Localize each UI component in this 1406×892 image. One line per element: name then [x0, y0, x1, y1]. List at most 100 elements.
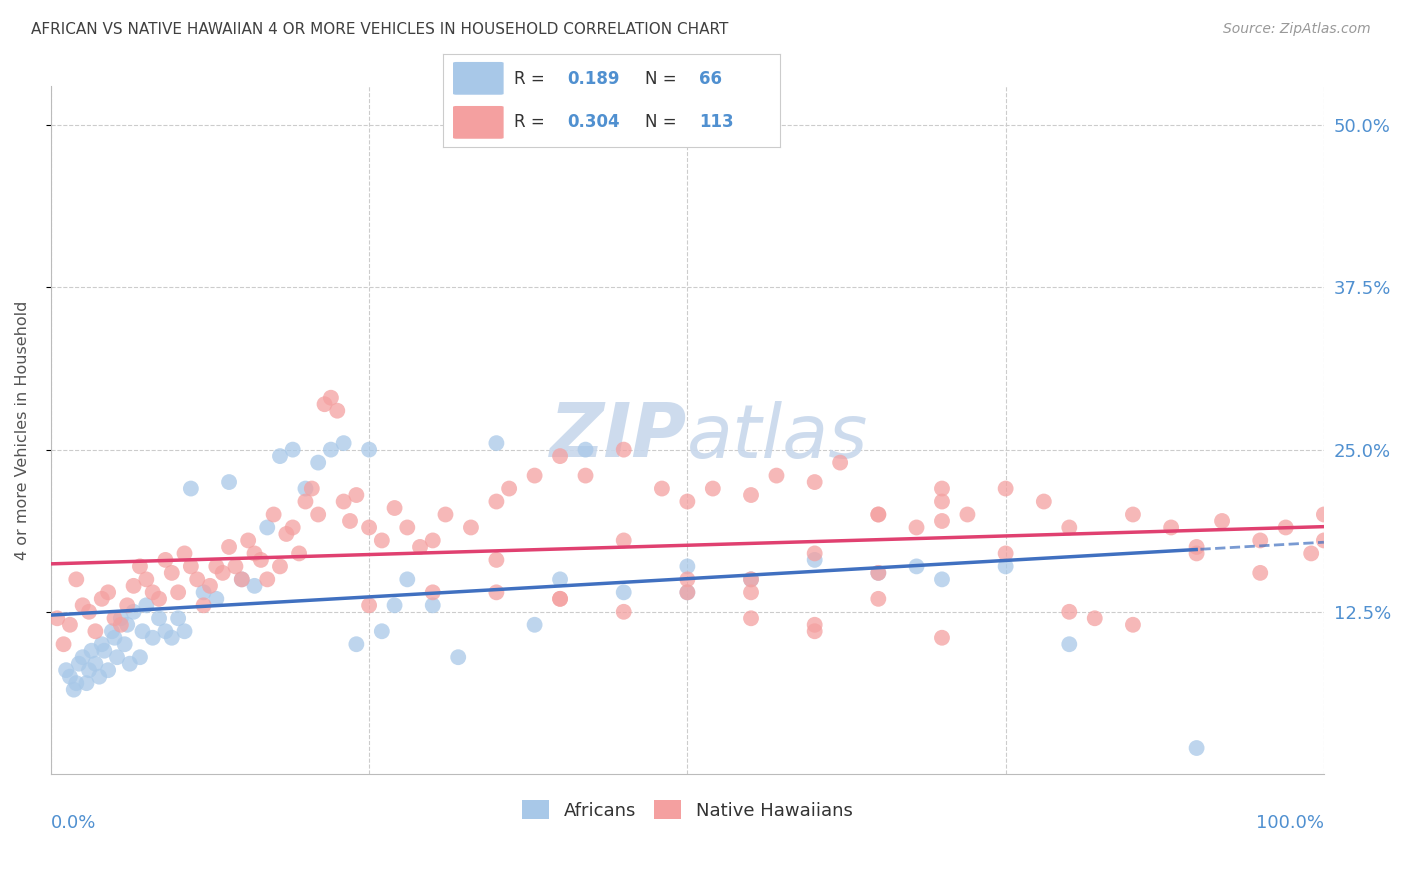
- Point: [198, 579, 221, 593]
- Point: [307, 508, 329, 522]
- Point: [89, 670, 111, 684]
- Point: [613, 585, 636, 599]
- Point: [434, 508, 457, 522]
- Point: [384, 599, 406, 613]
- Text: atlas: atlas: [688, 401, 869, 473]
- Point: [485, 553, 508, 567]
- Point: [1211, 514, 1233, 528]
- Point: [830, 456, 852, 470]
- Point: [319, 442, 342, 457]
- Point: [548, 573, 571, 587]
- Point: [90, 591, 112, 606]
- Point: [498, 482, 520, 496]
- Point: [1032, 494, 1054, 508]
- Point: [1274, 520, 1296, 534]
- Point: [422, 585, 444, 599]
- Point: [332, 494, 354, 508]
- Point: [931, 482, 953, 496]
- Text: 0.189: 0.189: [568, 70, 620, 87]
- Point: [740, 488, 762, 502]
- Point: [905, 520, 928, 534]
- Point: [142, 585, 165, 599]
- Point: [67, 657, 90, 671]
- Point: [52, 637, 75, 651]
- Point: [231, 573, 253, 587]
- Point: [155, 553, 177, 567]
- Point: [55, 663, 77, 677]
- Point: [1313, 533, 1336, 548]
- Point: [218, 475, 240, 489]
- Point: [422, 599, 444, 613]
- Point: [103, 611, 125, 625]
- Point: [77, 663, 100, 677]
- Point: [702, 482, 724, 496]
- Point: [651, 482, 673, 496]
- Point: [359, 599, 381, 613]
- Point: [93, 644, 115, 658]
- Point: [115, 599, 138, 613]
- Point: [326, 403, 349, 417]
- Point: [371, 624, 394, 639]
- Point: [65, 676, 87, 690]
- Point: [263, 508, 285, 522]
- Point: [1122, 617, 1144, 632]
- Point: [193, 585, 215, 599]
- Point: [740, 573, 762, 587]
- Y-axis label: 4 or more Vehicles in Household: 4 or more Vehicles in Household: [15, 301, 30, 560]
- Point: [1059, 605, 1081, 619]
- Point: [65, 573, 87, 587]
- Point: [676, 559, 699, 574]
- Point: [868, 566, 890, 580]
- Point: [994, 482, 1017, 496]
- Point: [765, 468, 787, 483]
- Point: [1084, 611, 1107, 625]
- Point: [523, 468, 546, 483]
- Point: [269, 559, 291, 574]
- Point: [211, 566, 233, 580]
- Text: R =: R =: [513, 70, 550, 87]
- Point: [931, 631, 953, 645]
- Point: [1185, 741, 1208, 756]
- Point: [148, 591, 170, 606]
- Point: [371, 533, 394, 548]
- Point: [359, 442, 381, 457]
- Point: [193, 599, 215, 613]
- Point: [155, 624, 177, 639]
- Point: [409, 540, 432, 554]
- FancyBboxPatch shape: [453, 106, 503, 139]
- Point: [80, 644, 103, 658]
- Point: [97, 663, 120, 677]
- Point: [905, 559, 928, 574]
- Point: [59, 617, 82, 632]
- Point: [307, 456, 329, 470]
- Point: [84, 657, 107, 671]
- Point: [105, 650, 128, 665]
- Point: [269, 449, 291, 463]
- Point: [396, 573, 419, 587]
- Point: [118, 657, 141, 671]
- Point: [115, 617, 138, 632]
- Point: [243, 579, 266, 593]
- Text: N =: N =: [645, 70, 682, 87]
- Point: [332, 436, 354, 450]
- Point: [256, 573, 278, 587]
- Point: [122, 605, 145, 619]
- Point: [294, 494, 316, 508]
- Point: [676, 573, 699, 587]
- Point: [868, 508, 890, 522]
- Point: [396, 520, 419, 534]
- Point: [994, 546, 1017, 560]
- Point: [344, 488, 367, 502]
- Point: [180, 482, 202, 496]
- Point: [135, 599, 157, 613]
- Point: [1313, 508, 1336, 522]
- Point: [231, 573, 253, 587]
- Point: [1059, 637, 1081, 651]
- Point: [122, 579, 145, 593]
- Point: [288, 546, 311, 560]
- FancyBboxPatch shape: [453, 62, 503, 95]
- Point: [148, 611, 170, 625]
- Point: [344, 637, 367, 651]
- Point: [485, 436, 508, 450]
- Text: 66: 66: [699, 70, 723, 87]
